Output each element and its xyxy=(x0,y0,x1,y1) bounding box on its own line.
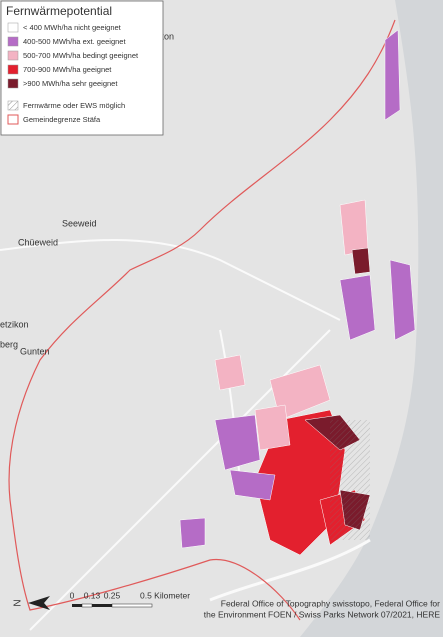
legend-swatch xyxy=(7,64,19,75)
scale-bar: 0 0.13 0.25 0.5 Kilometer xyxy=(70,590,190,608)
hatch-area xyxy=(330,420,370,540)
legend-swatch xyxy=(7,78,19,89)
heat-area xyxy=(339,199,369,256)
legend-label: 700-900 MWh/ha geeignet xyxy=(23,65,112,74)
heat-area xyxy=(179,517,206,549)
heat-area xyxy=(351,247,371,275)
attribution-line: the Environment FOEN / Swiss Parks Netwo… xyxy=(204,609,441,619)
heat-area xyxy=(254,404,291,451)
attribution: Federal Office of Topography swisstopo, … xyxy=(204,598,441,619)
municipal-boundary xyxy=(8,19,396,621)
heat-area xyxy=(384,29,401,121)
legend-label: >900 MWh/ha sehr geeignet xyxy=(23,79,118,88)
heat-area xyxy=(389,259,416,341)
north-label: N xyxy=(13,599,24,606)
attribution-line: Federal Office of Topography swisstopo, … xyxy=(221,598,440,608)
legend-box xyxy=(0,0,164,136)
place-label: etzikon xyxy=(0,319,29,329)
legend-label: 500-700 MWh/ha bedingt geeignet xyxy=(23,51,139,60)
heat-area xyxy=(214,354,246,391)
place-label: Chüeweid xyxy=(18,237,58,247)
legend-swatch xyxy=(7,50,19,61)
place-label: berg xyxy=(0,339,18,349)
legend: Fernwärmepotential < 400 MWh/ha nicht ge… xyxy=(0,0,164,136)
legend-label: 400-500 MWh/ha ext. geeignet xyxy=(23,37,126,46)
legend-title: Fernwärmepotential xyxy=(6,4,112,18)
legend-label: < 400 MWh/ha nicht geeignet xyxy=(23,23,122,32)
legend-swatch xyxy=(7,36,19,47)
legend-swatch xyxy=(7,114,19,125)
place-label: Seeweid xyxy=(62,218,97,228)
legend-swatch xyxy=(7,100,19,111)
place-label: Gunten xyxy=(20,346,50,356)
scale-label: 0.5 Kilometer xyxy=(140,590,190,600)
scale-label: 0.25 xyxy=(104,590,121,600)
lake xyxy=(300,0,443,637)
heat-area xyxy=(229,469,276,501)
heat-area xyxy=(214,414,261,471)
north-arrow: N xyxy=(13,596,50,610)
legend-label: Fernwärme oder EWS möglich xyxy=(23,101,125,110)
legend-swatch xyxy=(7,22,19,33)
heat-area xyxy=(339,274,376,341)
legend-label: Gemeindegrenze Stäfa xyxy=(23,115,101,124)
scale-label: 0 xyxy=(70,590,75,600)
scale-label: 0.13 xyxy=(84,590,101,600)
roads xyxy=(0,239,371,631)
